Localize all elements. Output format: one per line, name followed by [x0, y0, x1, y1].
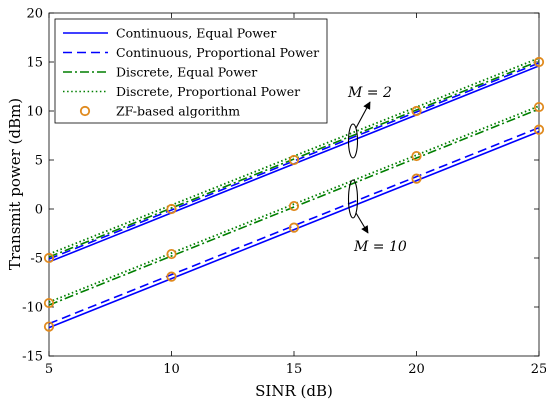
series-line — [48, 60, 540, 258]
x-tick-label: 20 — [408, 362, 425, 377]
arrow-m2 — [355, 101, 371, 129]
legend-label: Continuous, Equal Power — [116, 26, 276, 41]
y-tick-label: 15 — [26, 56, 43, 71]
zf-marker — [533, 56, 545, 68]
zf-marker — [288, 200, 300, 212]
x-axis-title: SINR (dB) — [255, 382, 333, 400]
y-tick-label: 0 — [35, 203, 43, 218]
zf-marker — [533, 124, 545, 135]
legend-label: Discrete, Proportional Power — [116, 84, 300, 99]
annotation-m2: M = 2 — [347, 85, 392, 101]
y-tick-label: -5 — [30, 252, 43, 267]
zf-marker — [288, 154, 300, 166]
legend-marker — [79, 105, 91, 117]
zf-marker — [166, 248, 177, 260]
y-tick-label: 10 — [26, 105, 43, 120]
x-tick-label: 25 — [531, 362, 546, 377]
zf-marker — [43, 297, 55, 309]
ellipse-m2 — [347, 123, 359, 159]
x-tick-label: 15 — [286, 362, 303, 377]
series-line — [48, 130, 540, 329]
zf-marker — [411, 105, 422, 117]
zf-marker — [533, 101, 545, 113]
annotation-m10: M = 10 — [353, 239, 407, 255]
y-tick-label: 5 — [35, 154, 43, 169]
series-line — [48, 108, 540, 306]
legend-label: Discrete, Equal Power — [116, 65, 257, 80]
legend-box — [54, 18, 328, 124]
y-tick-label: -10 — [22, 301, 43, 316]
y-tick-label: 20 — [26, 7, 43, 22]
legend-label: ZF-based algorithm — [116, 104, 240, 119]
zf-marker — [166, 203, 177, 215]
ellipse-m10 — [347, 179, 359, 219]
y-tick-label: -15 — [22, 350, 43, 365]
x-tick-label: 10 — [163, 362, 180, 377]
zf-marker — [43, 321, 55, 332]
zf-marker — [288, 222, 300, 233]
zf-marker — [411, 150, 422, 162]
zf-marker — [411, 173, 422, 184]
series-line — [48, 126, 540, 325]
zf-marker — [166, 271, 177, 282]
zf-marker — [43, 252, 55, 264]
series-line — [48, 62, 540, 260]
series-line — [48, 105, 540, 303]
x-tick-label: 5 — [45, 362, 53, 377]
legend-label: Continuous, Proportional Power — [116, 45, 319, 60]
arrow-m10 — [355, 212, 369, 234]
y-axis-title: Transmit power (dBm) — [6, 98, 24, 270]
